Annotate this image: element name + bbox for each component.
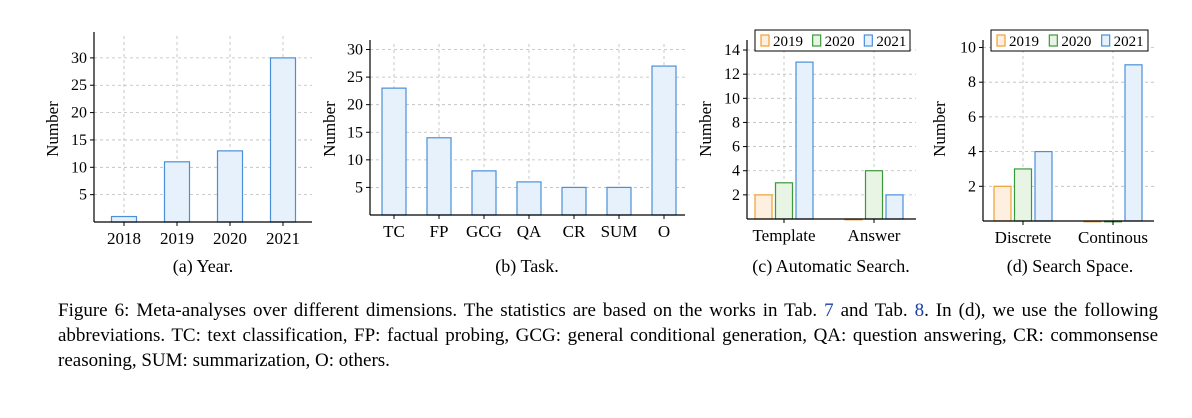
bar-2020-discrete[interactable]: [1013, 168, 1033, 222]
bar-2019-template[interactable]: [754, 194, 773, 220]
bar-gcg[interactable]: [471, 170, 497, 216]
x-tick-label: 2019: [160, 229, 194, 248]
bar-2021-template[interactable]: [795, 61, 814, 220]
legend: 2019 2020 2021: [754, 29, 911, 52]
x-tick-label: CR: [563, 222, 586, 241]
bar-2020[interactable]: [216, 150, 244, 223]
y-tick-label: 4: [968, 144, 976, 161]
bar-sum[interactable]: [606, 186, 632, 216]
y-tick-label: 10: [724, 90, 740, 107]
bar-2021-answer[interactable]: [885, 194, 904, 220]
y-tick-label: 15: [71, 132, 87, 149]
x-tick-label: 2021: [266, 229, 300, 248]
y-tick-label: 14: [724, 42, 740, 59]
y-tick-label: 5: [355, 179, 363, 196]
y-tick-label: 2: [968, 178, 976, 195]
y-axis-label: Number: [320, 101, 339, 157]
bar-2020-answer[interactable]: [864, 170, 884, 220]
bar-2018[interactable]: [110, 215, 138, 223]
x-tick-label: Continous: [1078, 228, 1148, 247]
x-tick-label: QA: [517, 222, 542, 241]
legend-swatch-2020: [812, 34, 822, 47]
legend-label: 2019: [1009, 34, 1039, 50]
y-tick-label: 6: [968, 109, 976, 126]
x-tick-label: Template: [752, 226, 815, 245]
bar-2021-continous[interactable]: [1124, 64, 1143, 222]
legend-swatch-2021: [1101, 34, 1111, 47]
y-axis-label: Number: [43, 101, 62, 157]
y-tick-label: 25: [71, 77, 87, 94]
legend: 2019 2020 2021: [990, 29, 1149, 52]
legend-label: 2021: [1114, 34, 1144, 50]
legend-swatch-2021: [863, 34, 873, 47]
caption-prefix: Figure 6: Meta-analyses over different d…: [58, 300, 818, 321]
y-tick-label: 30: [71, 50, 87, 67]
x-tick-label: SUM: [601, 222, 638, 241]
x-tick-label: GCG: [466, 222, 502, 241]
legend-label: 2020: [825, 34, 855, 50]
bar-tc[interactable]: [381, 87, 407, 216]
panel-caption: (b) Task.: [495, 256, 558, 277]
bar-o[interactable]: [651, 65, 677, 216]
chart-panel-3: 2 4 6 8 10 12 14 Template Answer Number (c) Automa…: [696, 29, 916, 277]
y-tick-label: 12: [724, 66, 740, 83]
panel-caption: (c) Automatic Search.: [752, 256, 909, 277]
y-axis-label: Number: [696, 101, 715, 157]
panel-caption: (d) Search Space.: [1007, 256, 1133, 277]
y-tick-label: 10: [71, 159, 87, 176]
y-tick-label: 8: [968, 74, 976, 91]
x-tick-label: O: [658, 222, 670, 241]
bar-2021-discrete[interactable]: [1034, 150, 1053, 222]
figure-caption: Figure 6: Meta-analyses over different d…: [58, 298, 1158, 373]
bar-qa[interactable]: [516, 181, 542, 216]
bar-2019[interactable]: [163, 161, 191, 223]
legend-label: 2020: [1061, 34, 1091, 50]
chart-panel-4: 2 4 6 8 10 Discrete Continous Number (d) Search …: [930, 29, 1154, 277]
y-tick-label: 2: [732, 187, 740, 204]
table-ref-7[interactable]: 7: [824, 300, 834, 321]
legend-label: 2019: [773, 34, 803, 50]
chart-panel-1: 5 10 15 20 25 30 2018 2019 2020 2021 Number (a) Yea…: [43, 32, 312, 277]
y-tick-label: 20: [71, 105, 87, 122]
y-tick-label: 6: [732, 139, 740, 156]
x-tick-label: TC: [383, 222, 405, 241]
bar-2020-template[interactable]: [774, 182, 794, 220]
y-tick-label: 15: [347, 124, 363, 141]
legend-swatch-2019: [760, 34, 770, 47]
chart-panel-2: 5 10 15 20 25 30 TC FP GCG QA CR SUM O Number (b) Task…: [320, 40, 685, 277]
legend-swatch-2020: [1048, 34, 1058, 47]
caption-mid: and Tab.: [840, 300, 908, 321]
x-tick-label: 2020: [213, 229, 247, 248]
legend-label: 2021: [876, 34, 906, 50]
bar-2021[interactable]: [269, 57, 297, 223]
x-tick-label: 2018: [107, 229, 141, 248]
x-tick-label: Discrete: [995, 228, 1052, 247]
y-tick-label: 10: [347, 152, 363, 169]
y-axis-label: Number: [930, 101, 949, 157]
bar-fp[interactable]: [426, 137, 452, 216]
y-tick-label: 4: [732, 163, 740, 180]
bar-2019-discrete[interactable]: [993, 185, 1012, 222]
y-tick-label: 10: [960, 39, 976, 56]
bar-cr[interactable]: [561, 186, 587, 216]
y-tick-label: 8: [732, 114, 740, 131]
y-tick-label: 5: [79, 187, 87, 204]
x-tick-label: Answer: [848, 226, 901, 245]
y-tick-label: 25: [347, 69, 363, 86]
panel-caption: (a) Year.: [173, 256, 234, 277]
caption-suffix: . In (d), we use the following abbreviat…: [58, 300, 1159, 371]
y-tick-label: 20: [347, 97, 363, 114]
legend-swatch-2019: [996, 34, 1006, 47]
x-tick-label: FP: [430, 222, 449, 241]
y-tick-label: 30: [347, 42, 363, 59]
table-ref-8[interactable]: 8: [914, 300, 925, 321]
